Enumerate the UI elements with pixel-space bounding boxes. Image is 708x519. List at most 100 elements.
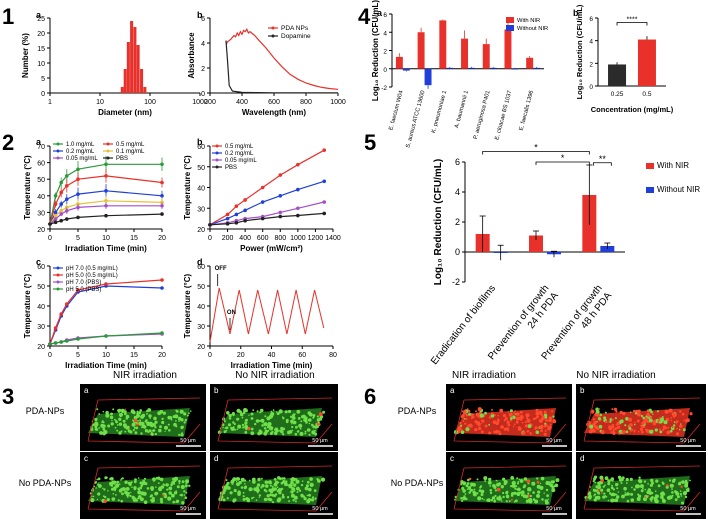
- biofilm-cell: [296, 409, 301, 414]
- biofilm-cell: [132, 410, 136, 415]
- biofilm-cell: [636, 419, 640, 423]
- biofilm-cell: [603, 492, 606, 495]
- y-tick-label: 40: [37, 194, 45, 201]
- x-tick-label: 800: [300, 99, 312, 106]
- data-point: [59, 180, 63, 185]
- data-point: [65, 197, 69, 201]
- biofilm-cell: [483, 499, 485, 501]
- biofilm-cell: [671, 491, 674, 494]
- biofilm-cell: [621, 430, 625, 434]
- biofilm-cell: [487, 480, 492, 485]
- y-tick-label: 20: [197, 227, 205, 234]
- biofilm-cell: [525, 499, 530, 503]
- biofilm-cell: [183, 412, 187, 416]
- biofilm-cell: [659, 430, 663, 434]
- biofilm-cell: [300, 420, 303, 423]
- biofilm-cell: [547, 426, 551, 431]
- y-tick-label: 70: [37, 144, 45, 151]
- biofilm-cell: [307, 494, 310, 497]
- biofilm-cell: [135, 426, 139, 430]
- biofilm-cell: [168, 486, 173, 491]
- biofilm-cell: [649, 416, 652, 419]
- biofilm-cell: [488, 431, 492, 435]
- bar: [526, 57, 534, 69]
- biofilm-cell: [507, 411, 510, 413]
- biofilm-cell: [668, 408, 673, 413]
- biofilm-cell: [461, 499, 464, 502]
- biofilm-cell: [257, 477, 261, 482]
- biofilm-cell: [514, 410, 517, 412]
- histogram-bar: [140, 69, 144, 93]
- biofilm-cell: [241, 423, 245, 427]
- biofilm-cell: [276, 498, 281, 503]
- data-point: [160, 162, 164, 167]
- biofilm-cell: [480, 430, 484, 434]
- biofilm-cell: [103, 499, 107, 503]
- bar: [511, 68, 519, 70]
- biofilm-cell: [103, 488, 106, 491]
- biofilm-cell: [110, 422, 114, 426]
- x-tick-label: 0: [48, 352, 52, 359]
- biofilm-cell: [607, 482, 611, 486]
- biofilm-cell: [236, 428, 239, 431]
- biofilm-cell: [129, 494, 132, 498]
- biofilm-cell: [601, 492, 603, 494]
- biofilm-cell: [623, 486, 627, 491]
- x-tick-label: 20: [237, 352, 245, 359]
- biofilm-cell: [166, 488, 169, 491]
- biofilm-cell: [97, 477, 101, 481]
- biofilm-cell: [242, 495, 245, 498]
- biofilm-cell: [672, 414, 676, 418]
- biofilm-cell: [291, 416, 296, 420]
- biofilm-cell: [670, 419, 673, 422]
- biofilm-cell: [176, 485, 180, 489]
- biofilm-cell: [494, 429, 499, 434]
- data-point: [296, 162, 300, 167]
- biofilm-cell: [118, 417, 122, 421]
- scale-bar-label: 50 μm: [546, 438, 562, 444]
- biofilm-cell: [118, 422, 123, 426]
- biofilm-cell: [488, 416, 492, 419]
- biofilm-cell: [536, 480, 540, 484]
- biofilm-cell: [127, 496, 129, 498]
- biofilm-cell: [151, 423, 154, 426]
- biofilm-cell: [290, 480, 294, 485]
- biofilm-cell: [290, 490, 294, 494]
- biofilm-cell: [669, 479, 672, 482]
- biofilm-cell: [125, 487, 130, 491]
- biofilm-cell: [599, 475, 604, 480]
- biofilm-cell: [149, 417, 151, 419]
- biofilm-cell: [183, 421, 186, 424]
- biofilm-cell: [626, 482, 628, 484]
- biofilm-cell: [532, 491, 535, 494]
- biofilm-cell: [301, 480, 304, 483]
- biofilm-cell: [621, 494, 625, 499]
- biofilm-cell: [247, 498, 249, 500]
- biofilm-cell: [124, 490, 128, 495]
- biofilm-cell: [116, 429, 119, 432]
- biofilm-cell: [529, 432, 532, 435]
- biofilm-cell: [514, 487, 517, 490]
- biofilm-cell: [478, 426, 482, 431]
- data-point: [104, 203, 108, 208]
- biofilm-cell: [140, 497, 144, 502]
- biofilm-cell: [479, 413, 484, 418]
- x-tick-label: 600: [268, 99, 280, 106]
- biofilm-cell: [143, 500, 148, 505]
- biofilm-cell: [489, 491, 493, 495]
- biofilm-cell: [593, 493, 597, 496]
- x-tick-label: 400: [236, 99, 248, 106]
- biofilm-cell: [689, 412, 693, 416]
- biofilm-cell: [179, 409, 184, 414]
- biofilm-cell: [265, 490, 268, 493]
- biofilm-cell: [605, 495, 608, 498]
- biofilm-cell: [654, 490, 657, 493]
- biofilm-cell: [465, 417, 468, 421]
- bar: [461, 38, 468, 69]
- data-point: [59, 208, 63, 213]
- y-tick-label: 30: [197, 206, 205, 213]
- data-point: [322, 200, 327, 204]
- panel-number-1: 1: [2, 4, 14, 29]
- biofilm-cell: [284, 482, 288, 487]
- biofilm-cell: [248, 414, 250, 416]
